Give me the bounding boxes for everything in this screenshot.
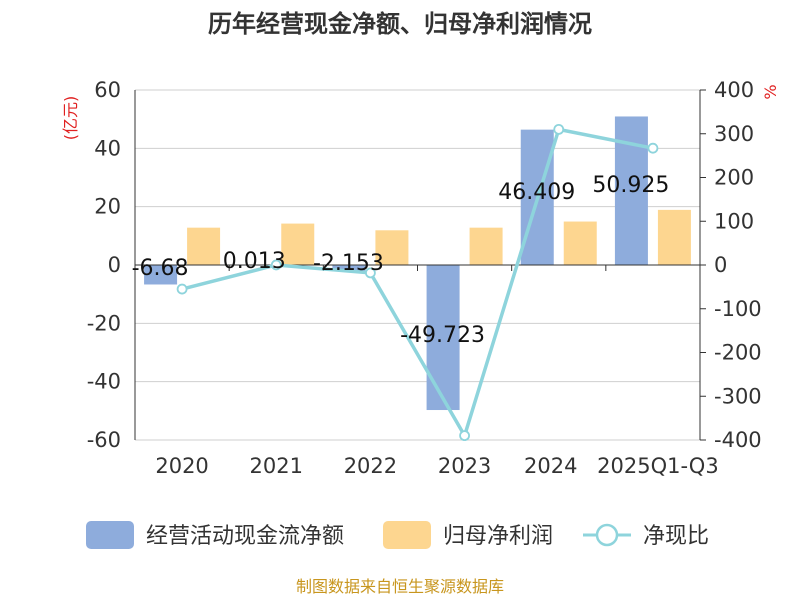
ratio-point — [553, 123, 565, 135]
x-axis-ticks: 2020 2021 2022 2023 2024 2025Q1-Q3 — [155, 454, 718, 478]
legend: 经营活动现金流净额 归母净利润 净现比 — [86, 521, 709, 549]
bars — [144, 116, 691, 411]
net-profit-bar — [187, 227, 221, 265]
cashflow-data-label: 46.409 — [498, 180, 575, 205]
cashflow-data-label: -6.68 — [132, 256, 189, 281]
legend-label-ratio: 净现比 — [643, 524, 709, 549]
right-tick-label: -100 — [714, 297, 762, 321]
net-profit-bar — [469, 227, 503, 265]
right-tick-label: 100 — [714, 209, 754, 233]
x-tick-label: 2022 — [344, 454, 397, 478]
ratio-line-path — [181, 127, 654, 440]
cashflow-data-label: 0.013 — [223, 249, 286, 274]
left-tick-label: 20 — [94, 195, 121, 219]
left-tick-label: 60 — [94, 78, 121, 102]
left-axis-ticks: 60 40 20 0 -20 -40 -60 — [87, 78, 121, 452]
ratio-point — [647, 142, 659, 154]
left-axis-unit: (亿元) — [61, 96, 80, 141]
left-tick-label: -40 — [87, 370, 121, 394]
x-tick-label: 2021 — [250, 454, 303, 478]
left-tick-label: -60 — [87, 428, 121, 452]
cashflow-data-label: -49.723 — [400, 323, 485, 348]
x-tick-label: 2023 — [438, 454, 491, 478]
cashflow-bar — [332, 265, 366, 272]
cashflow-data-label: 50.925 — [592, 173, 669, 198]
legend-swatch-ratio-point — [595, 523, 619, 547]
cashflow-bar — [426, 265, 460, 411]
right-tick-label: -300 — [714, 384, 762, 408]
right-tick-label: 400 — [714, 78, 754, 102]
left-tick-label: -20 — [87, 311, 121, 335]
legend-label-cashflow: 经营活动现金流净额 — [146, 524, 344, 549]
right-tick-label: 200 — [714, 166, 754, 190]
right-axis-unit: % — [761, 84, 780, 99]
source-note: 制图数据来自恒生聚源数据库 — [296, 577, 504, 596]
ratio-line — [176, 123, 659, 442]
chart-title: 历年经营现金净额、归母净利润情况 — [208, 10, 592, 38]
right-tick-label: 300 — [714, 122, 754, 146]
x-tick-label: 2024 — [524, 454, 577, 478]
right-tick-label: 0 — [714, 253, 727, 277]
x-tick-label: 2020 — [155, 454, 208, 478]
axes — [134, 90, 701, 440]
right-axis-ticks: 400 300 200 100 0 -100 -200 -300 -400 — [700, 78, 762, 452]
right-tick-label: -400 — [714, 428, 762, 452]
legend-swatch-cashflow — [86, 521, 134, 549]
net-profit-bar — [281, 223, 315, 265]
legend-swatch-net-profit — [383, 521, 431, 549]
net-profit-bar — [563, 221, 597, 265]
net-profit-bar — [657, 209, 691, 265]
x-tick-label: 2025Q1-Q3 — [597, 454, 719, 478]
cashflow-data-label: -2.153 — [313, 251, 384, 276]
right-tick-label: -200 — [714, 341, 762, 365]
net-profit-bar — [375, 230, 409, 265]
ratio-point — [176, 283, 188, 295]
left-tick-label: 40 — [94, 136, 121, 160]
left-tick-label: 0 — [108, 253, 121, 277]
ratio-point — [365, 267, 376, 279]
data-labels: -6.68 0.013 -2.153 -49.723 46.409 50.925 — [132, 173, 670, 348]
ratio-point — [270, 259, 282, 271]
cashflow-bar — [144, 265, 178, 285]
legend-label-net-profit: 归母净利润 — [443, 524, 553, 549]
ratio-point — [459, 430, 470, 442]
